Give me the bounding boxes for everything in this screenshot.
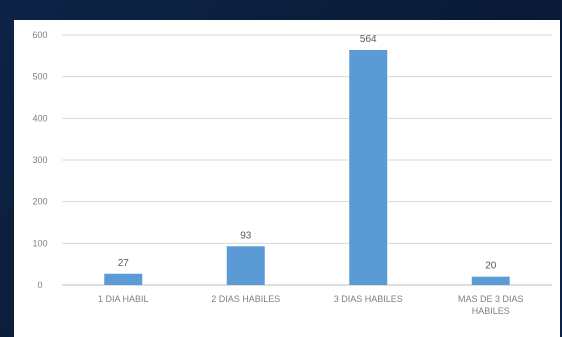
x-tick-label: HABILES — [472, 306, 510, 316]
gridlines — [62, 35, 552, 285]
y-tick-label: 200 — [32, 197, 47, 207]
bar — [349, 50, 387, 285]
y-tick-label: 400 — [32, 113, 47, 123]
x-tick-label: 2 DIAS HABILES — [211, 294, 280, 304]
y-tick-label: 300 — [32, 155, 47, 165]
y-tick-label: 100 — [32, 238, 47, 248]
y-tick-label: 0 — [37, 280, 42, 290]
data-label: 27 — [118, 258, 130, 269]
data-labels: 27 93 564 20 — [118, 34, 497, 272]
x-tick-label: 3 DIAS HABILES — [334, 294, 403, 304]
x-axis-categories: 1 DIA HABIL 2 DIAS HABILES 3 DIAS HABILES M… — [98, 294, 524, 316]
y-tick-label: 500 — [32, 72, 47, 82]
bars — [104, 50, 510, 285]
y-axis-ticks: 0 100 200 300 400 500 600 — [32, 30, 47, 290]
bar — [227, 246, 265, 285]
data-label: 20 — [485, 261, 497, 272]
data-label: 564 — [360, 34, 377, 45]
y-tick-label: 600 — [32, 30, 47, 40]
bar — [104, 274, 142, 285]
x-tick-label: MAS DE 3 DIAS — [458, 294, 524, 304]
bar — [472, 277, 510, 285]
x-tick-label: 1 DIA HABIL — [98, 294, 149, 304]
data-label: 93 — [240, 230, 252, 241]
